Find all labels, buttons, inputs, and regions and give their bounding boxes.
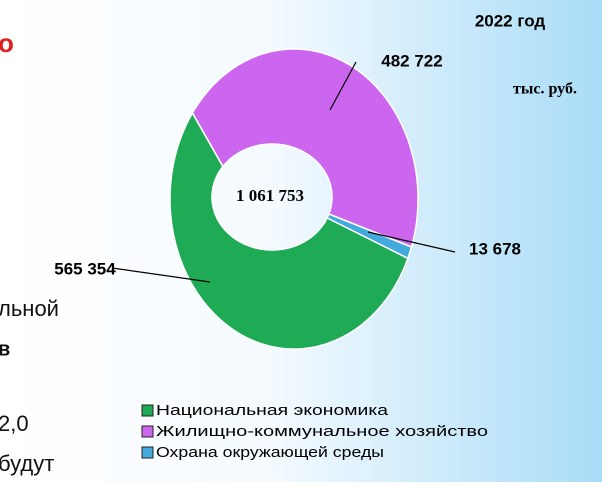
donut-segment [169, 111, 409, 350]
data-label: 13 678 [469, 239, 521, 258]
data-label: 565 354 [54, 259, 116, 278]
leader-line [111, 267, 211, 283]
total-label: 1 061 753 [236, 186, 304, 205]
legend-label: Охрана окружающей среды [156, 444, 384, 461]
unit: тыс. руб. [513, 81, 577, 98]
data-label: 482 722 [381, 51, 442, 70]
fragment: льной [0, 296, 59, 321]
legend-swatch [141, 425, 154, 438]
legend-label: Национальная экономика [156, 402, 389, 419]
legend-swatch [141, 404, 154, 417]
leader-line [329, 61, 357, 111]
chart-title: 2022 год [475, 11, 546, 30]
legend-swatch [141, 446, 154, 459]
fragment: о [0, 28, 14, 58]
fragment: будут [0, 451, 54, 476]
leader-line [367, 231, 456, 253]
fragment: 2,0 [0, 411, 29, 436]
fragment: в [0, 338, 10, 360]
legend-label: Жилищно-коммунальное хозяйство [156, 423, 488, 440]
